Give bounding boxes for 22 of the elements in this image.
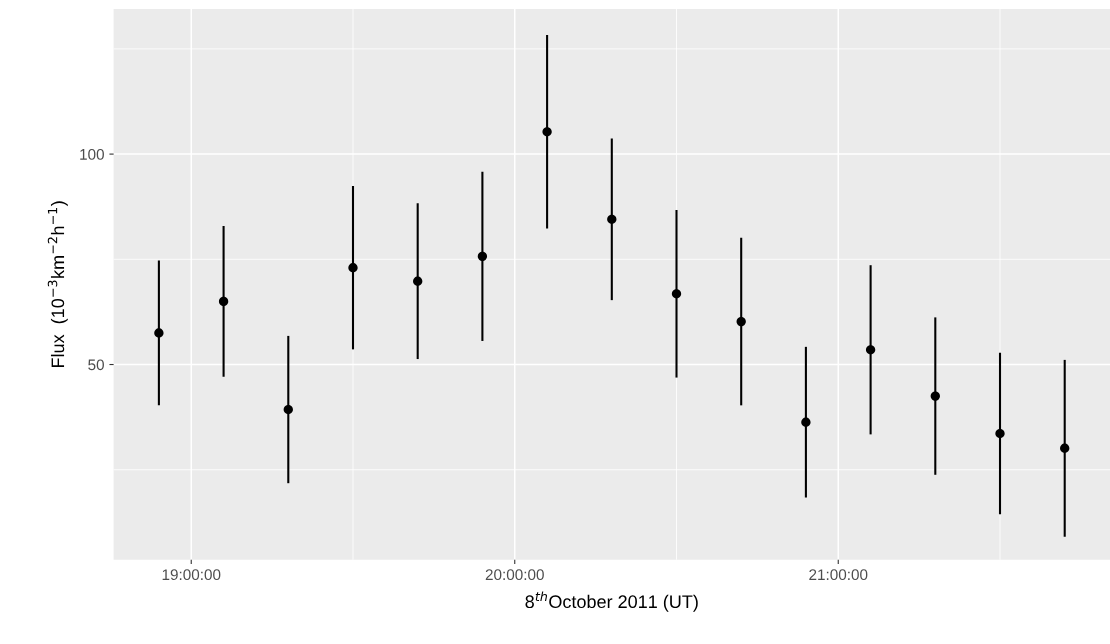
y-tick-label: 50	[88, 359, 104, 371]
point	[348, 263, 358, 273]
point	[995, 428, 1005, 439]
point	[477, 251, 488, 262]
point	[413, 276, 423, 286]
point	[801, 417, 811, 427]
point	[865, 345, 876, 355]
x-tick-label: 20:00:00	[485, 569, 544, 581]
y-axis-title: Flux (10$^{−3}$km$^{−2}$h$^{−1}$)	[47, 201, 68, 368]
point	[607, 214, 617, 224]
point	[218, 296, 229, 307]
x-tick-label: 19:00:00	[162, 569, 221, 581]
y-tick-label: 100	[80, 148, 104, 160]
point	[736, 316, 746, 327]
point	[930, 391, 940, 401]
point	[283, 404, 293, 415]
point	[1060, 443, 1070, 453]
point	[671, 289, 682, 299]
x-tick-label: 21:00:00	[809, 569, 868, 581]
point	[542, 127, 552, 137]
x-axis-title: 8$^{th}$October 2011 (UT)	[525, 591, 698, 612]
point	[154, 328, 164, 338]
